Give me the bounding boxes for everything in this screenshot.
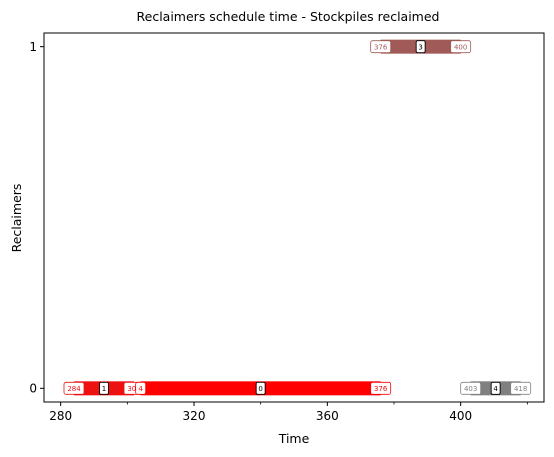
bar-end-label: 400 — [454, 43, 467, 51]
bar-end-label: 418 — [514, 385, 527, 393]
bar-start-label: 376 — [374, 43, 388, 51]
chart-title: Reclaimers schedule time - Stockpiles re… — [137, 9, 440, 24]
y-tick-label: 1 — [29, 40, 37, 54]
bar-start-label: 403 — [464, 385, 477, 393]
stockpile-id-box — [490, 381, 501, 395]
x-tick-label: 400 — [449, 409, 472, 423]
stockpile-id-label: 4 — [493, 385, 498, 393]
y-tick-label: 0 — [29, 382, 37, 396]
bar-end-label-box — [510, 381, 532, 395]
x-axis-label: Time — [278, 431, 310, 446]
stockpile-id-box — [415, 40, 426, 54]
stockpile-id-label: 0 — [258, 385, 262, 393]
bar-end-label: 302 — [127, 385, 140, 393]
plot-area — [43, 32, 545, 403]
bar-start-label-box — [135, 381, 147, 395]
stockpile-id-label: 1 — [102, 385, 106, 393]
x-tick-label: 280 — [49, 409, 72, 423]
bar-end-label-box — [450, 40, 472, 54]
bar-start-label: 4 — [138, 385, 143, 393]
bar-start-label-box — [460, 381, 482, 395]
bar-start-label-box — [370, 40, 392, 54]
bar-start-label-box — [63, 381, 85, 395]
bar-start-label: 284 — [67, 385, 81, 393]
x-tick-label: 320 — [183, 409, 206, 423]
stockpile-id-box — [255, 381, 266, 395]
bar-end-label-box — [370, 381, 392, 395]
stockpile-id-box — [99, 381, 109, 395]
y-axis-label: Reclaimers — [9, 184, 24, 253]
x-tick-label: 360 — [316, 409, 339, 423]
bar-end-label: 376 — [374, 385, 388, 393]
stockpile-id-label: 3 — [418, 43, 422, 51]
